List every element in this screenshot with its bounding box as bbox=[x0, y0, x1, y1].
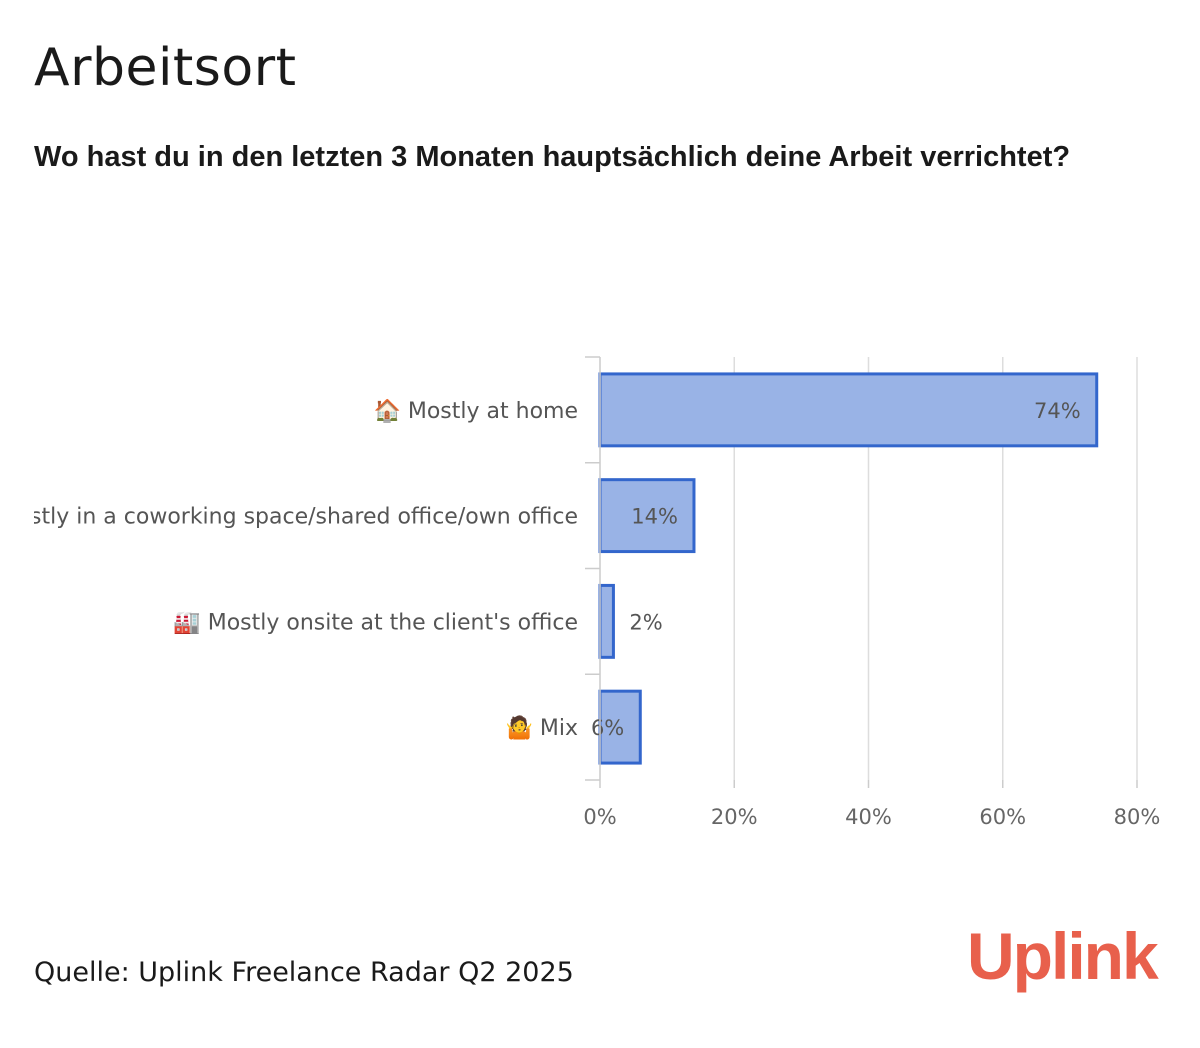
category-label: 🏭 Mostly onsite at the client's office bbox=[173, 610, 578, 635]
x-tick-label: 60% bbox=[979, 805, 1026, 829]
data-label: 74% bbox=[1034, 399, 1081, 423]
data-label: 2% bbox=[629, 610, 662, 634]
data-label: 14% bbox=[631, 505, 678, 529]
uplink-logo: Uplink bbox=[967, 919, 1159, 993]
x-tick-label: 80% bbox=[1114, 805, 1161, 829]
bar bbox=[598, 372, 1099, 448]
bar bbox=[598, 583, 615, 659]
x-tick-label: 0% bbox=[583, 805, 616, 829]
data-label: 6% bbox=[591, 716, 624, 740]
chart-subtitle: Wo hast du in den letzten 3 Monaten haup… bbox=[34, 141, 1071, 173]
chart-area: 0% 20% 40% 60% 80% 🏠 Mostly at home 74% 🏢 Mostl… bbox=[0, 356, 1161, 829]
x-tick-label: 40% bbox=[845, 805, 892, 829]
source-note: Quelle: Uplink Freelance Radar Q2 2025 bbox=[34, 957, 574, 988]
bar-chart: 0% 20% 40% 60% 80% 🏠 Mostly at home 74% 🏢 Mostl… bbox=[0, 356, 1161, 829]
category-label: 🏠 Mostly at home bbox=[373, 398, 578, 424]
category-label: 🏢 Mostly in a coworking space/shared off… bbox=[0, 505, 578, 530]
bar bbox=[598, 689, 642, 765]
page-title: Arbeitsort bbox=[34, 38, 297, 98]
x-tick-label: 20% bbox=[711, 805, 758, 829]
category-label: 🤷 Mix bbox=[506, 714, 579, 741]
